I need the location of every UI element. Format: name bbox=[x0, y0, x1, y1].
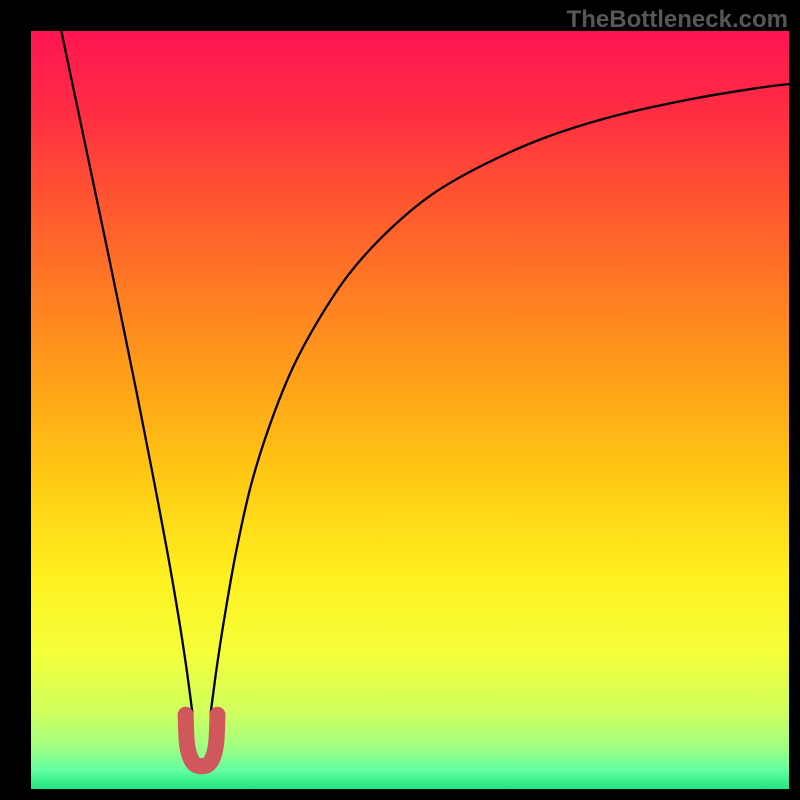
curves-svg bbox=[31, 31, 789, 789]
watermark-label: TheBottleneck.com bbox=[567, 6, 788, 34]
chart-container: TheBottleneck.com bbox=[0, 0, 800, 800]
left-curve bbox=[61, 31, 192, 713]
valley-marker bbox=[186, 715, 218, 767]
plot-area bbox=[31, 31, 789, 789]
right-curve bbox=[211, 84, 789, 713]
